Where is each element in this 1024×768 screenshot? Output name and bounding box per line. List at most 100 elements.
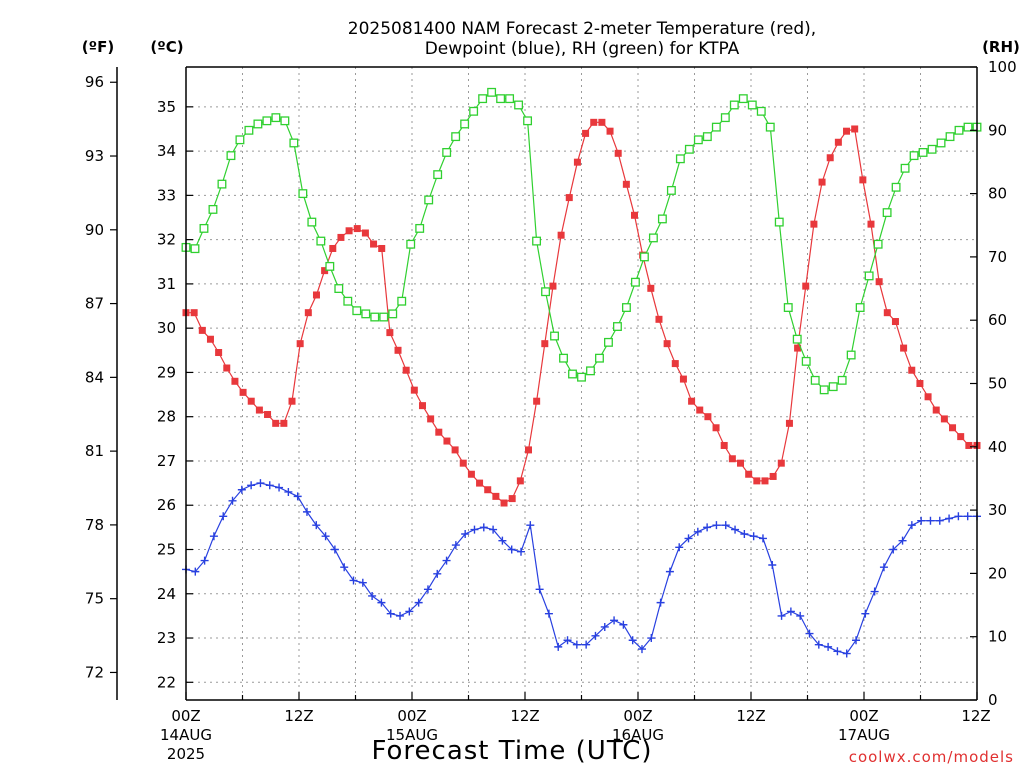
dewpoint-point	[572, 640, 581, 649]
dewpoint-point	[796, 611, 805, 620]
dewpoint-point	[358, 578, 367, 587]
temperature-point	[321, 267, 329, 275]
dewpoint-point	[293, 492, 302, 501]
rh-tick-label: 70	[988, 248, 1007, 266]
dewpoint-point	[926, 516, 935, 525]
rh-point	[684, 144, 694, 154]
rh-point	[577, 372, 586, 382]
grid-lines	[186, 67, 977, 700]
temperature-point	[231, 377, 239, 385]
temperature-point	[264, 410, 272, 418]
dewpoint-point	[209, 532, 218, 541]
temperature-point	[712, 424, 720, 432]
rh-point	[253, 119, 263, 129]
rh-point	[837, 375, 847, 385]
dewpoint-point	[507, 545, 516, 554]
rh-point	[559, 353, 568, 363]
dewpoint-point	[963, 512, 972, 521]
temperature-point	[459, 459, 467, 467]
temperature-point	[418, 402, 426, 410]
rh-point	[945, 132, 955, 142]
rh-point	[613, 322, 622, 331]
rh-point	[334, 284, 344, 293]
dewpoint-point	[237, 485, 246, 494]
temperature-point	[802, 282, 810, 290]
dewpoint-point	[200, 556, 209, 565]
temperature-point	[671, 360, 679, 368]
rh-point	[900, 163, 910, 173]
temperature-point	[688, 397, 696, 405]
rh-point	[756, 106, 766, 116]
dewpoint-point	[656, 598, 665, 607]
fahrenheit-tick-label: 96	[85, 73, 104, 91]
temperature-point	[255, 406, 263, 414]
rh-point	[505, 94, 515, 104]
x-tick-label: 12Z	[510, 707, 539, 725]
temperature-point	[541, 340, 549, 348]
temperature-point	[631, 211, 639, 219]
temperature-point	[834, 138, 842, 146]
temperature-point	[223, 364, 231, 372]
celsius-tick-label: 26	[157, 496, 176, 514]
temperature-point	[598, 118, 606, 126]
x-tick-date: 14AUG	[160, 726, 212, 744]
rh-point	[298, 189, 308, 199]
dewpoint-point	[247, 481, 256, 490]
rh-point	[702, 132, 712, 142]
fahrenheit-tick-label: 81	[85, 442, 104, 460]
rh-point	[469, 106, 479, 116]
dewpoint-point	[693, 527, 702, 536]
rh-point	[621, 303, 631, 312]
dewpoint-point	[302, 507, 311, 516]
dewpoint-point	[377, 598, 386, 607]
dewpoint-point	[805, 629, 814, 638]
rh-point	[828, 382, 838, 392]
temperature-point	[590, 118, 598, 126]
temperature-point	[206, 335, 214, 343]
x-tick-label: 00Z	[849, 707, 878, 725]
rh-point	[720, 113, 730, 123]
rh-point	[424, 195, 434, 205]
rh-point	[729, 100, 739, 110]
dewpoint-point	[526, 521, 535, 530]
temperature-point	[386, 329, 394, 337]
rh-point	[747, 100, 757, 110]
dewpoint-point	[740, 530, 749, 539]
temperature-point	[818, 178, 826, 186]
celsius-tick-label: 27	[157, 452, 176, 470]
dewpoint-point	[423, 585, 432, 594]
celsius-tick-label: 33	[157, 186, 176, 204]
temperature-point	[492, 492, 500, 500]
rh-point	[630, 277, 640, 287]
rh-point	[738, 94, 748, 104]
celsius-tick-label: 34	[157, 142, 176, 160]
x-tick-year: 2025	[167, 745, 205, 763]
rh-point	[927, 144, 937, 154]
temperature-point	[394, 346, 402, 354]
x-tick-date: 16AUG	[612, 726, 664, 744]
rh-point	[451, 132, 461, 142]
dewpoint-point	[628, 636, 637, 645]
x-tick-label: 00Z	[171, 707, 200, 725]
dewpoint-point	[517, 547, 526, 556]
temperature-point	[345, 227, 353, 235]
dewpoint-point	[907, 521, 916, 530]
dewpoint-point	[340, 563, 349, 572]
temperature-point	[761, 477, 769, 485]
rh-point	[397, 296, 407, 306]
dewpoint-point	[917, 516, 926, 525]
series-marks	[181, 87, 982, 658]
rh-tick-label: 90	[988, 121, 1007, 139]
temperature-point	[516, 477, 524, 485]
celsius-tick-label: 32	[157, 231, 176, 249]
fahrenheit-tick-label: 87	[85, 295, 104, 313]
rh-point	[909, 151, 919, 161]
rh-tick-label: 20	[988, 564, 1007, 582]
dewpoint-point	[535, 585, 544, 594]
rh-point	[496, 94, 506, 104]
temperature-point	[647, 284, 655, 292]
rh-point	[586, 366, 595, 376]
x-tick-label: 00Z	[397, 707, 426, 725]
temperature-point	[785, 419, 793, 427]
